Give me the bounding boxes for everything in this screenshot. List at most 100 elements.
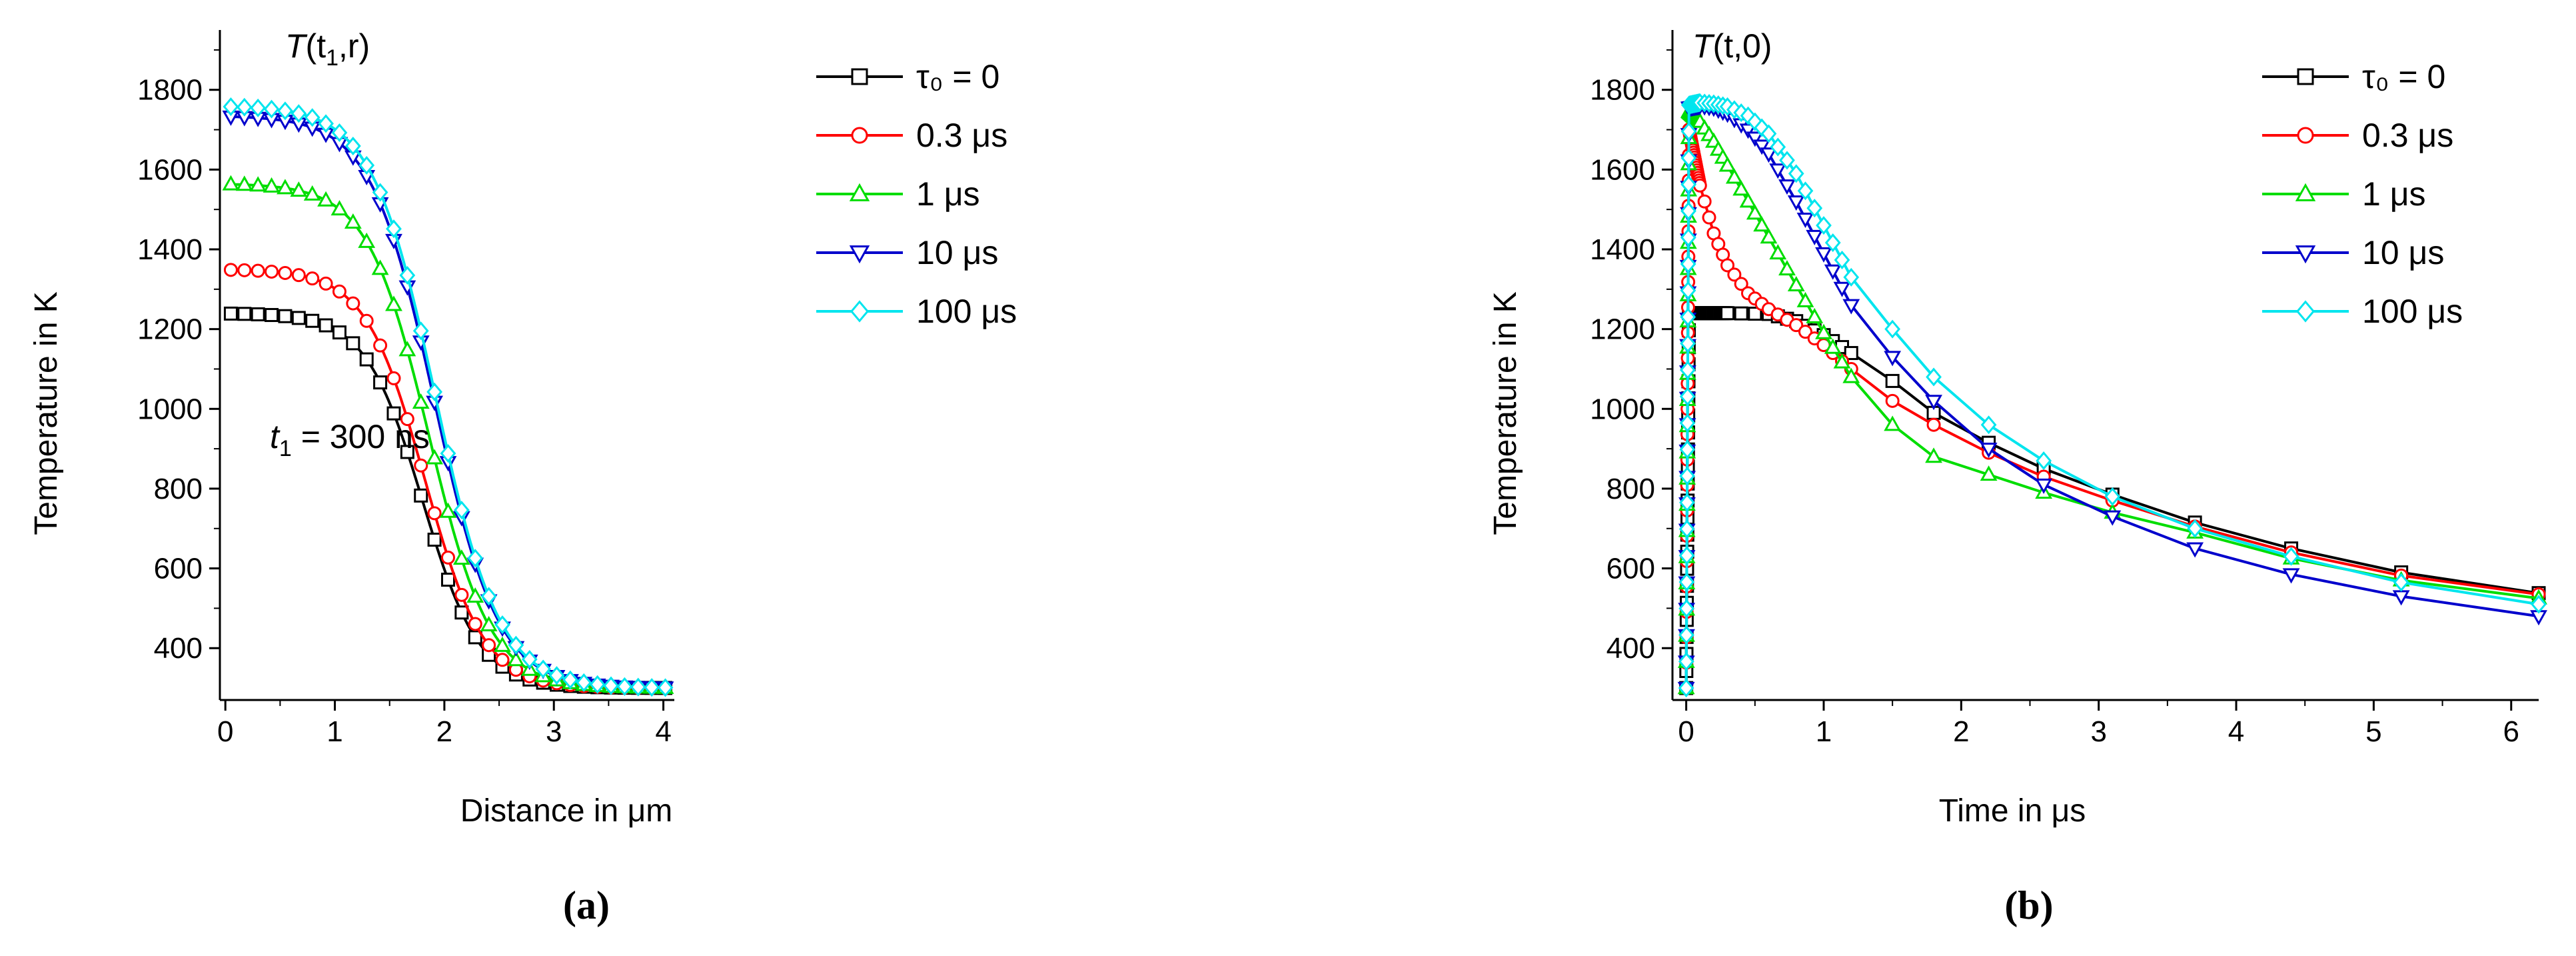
panel-b-data-point <box>1678 625 1694 645</box>
panel-a-data-point <box>398 341 416 357</box>
panel-b-legend-item: 10 μs <box>2262 234 2444 271</box>
panel-a-data-point <box>278 309 293 323</box>
panel-a-legend-item: 10 μs <box>816 234 998 271</box>
panel-b-data-point <box>1680 175 1697 194</box>
panel-b-data-point <box>2283 547 2299 566</box>
panel-a-x-tick-label: 0 <box>217 715 233 748</box>
panel-b-data-point <box>1760 147 1778 163</box>
panel-b-data-point <box>1718 156 1736 172</box>
panel-b-data-point <box>1746 131 1764 147</box>
panel-a-data-point <box>412 393 430 409</box>
panel-a-data-point <box>480 615 498 631</box>
panel-a-chart: 400 600 800 1000 1200 1400 1600 1800 0 1 2 3 4 Dista… <box>29 27 1017 927</box>
panel-a-data-point <box>373 375 388 390</box>
panel-b-data-point <box>1796 213 1814 229</box>
panel-b-corner-title: T(t,0) <box>1692 27 1772 65</box>
panel-b-legend-label: 1 μs <box>2362 175 2426 213</box>
panel-b-data-point <box>1834 250 1850 269</box>
panel-b-x-tick-label: 1 <box>1816 715 1832 748</box>
panel-a-data-point <box>427 532 442 547</box>
panel-a-y-tick-label: 1000 <box>137 393 203 425</box>
panel-a-legend-item: 0.3 μs <box>816 117 1007 154</box>
panel-a-data-point <box>251 307 265 321</box>
panel-b-data-point <box>1679 466 1696 486</box>
panel-b-x-tick-label: 2 <box>1953 715 1969 748</box>
panel-a-data-point <box>440 550 455 565</box>
panel-a-legend-marker <box>850 300 870 323</box>
panel-b-data-point <box>1678 679 1694 698</box>
panel-b-legend-marker <box>2297 68 2314 85</box>
panel-b-chart: 400 600 800 1000 1200 1400 1600 1800 0 1 2 3 4 5 6 Tim… <box>1488 27 2547 927</box>
panel-a-data-point <box>508 635 524 655</box>
panel-a-data-point <box>480 587 497 606</box>
panel-b-y-tick-label: 600 <box>1607 553 1655 585</box>
panel-b-data-point <box>2187 519 2203 538</box>
panel-b-data-point <box>1816 216 1832 235</box>
panel-a-data-point <box>235 175 253 191</box>
panel-b-data-point <box>1727 267 1742 282</box>
panel-a-data-point <box>372 183 388 202</box>
panel-a-y-tick-label: 800 <box>154 473 203 505</box>
panel-a-data-point <box>440 444 456 463</box>
panel-a-data-point <box>263 99 280 119</box>
panel-b-data-point <box>1806 229 1824 245</box>
panel-a-y-tick-label: 400 <box>154 632 203 665</box>
panel-b-data-point <box>1980 442 1998 458</box>
panel-b-data-point <box>1778 179 1796 195</box>
panel-b-data-point <box>1769 244 1787 260</box>
panel-b-y-tick-label: 1600 <box>1590 153 1655 186</box>
panel-b-legend: τ₀ = 0 0.3 μs 1 μs 10 μs 100 μs <box>2262 58 2463 330</box>
panel-b-data-point <box>1885 393 1900 408</box>
panel-a-legend-item: τ₀ = 0 <box>816 58 999 95</box>
panel-b-data-point <box>1925 447 1942 463</box>
panel-b-data-point <box>1806 307 1824 323</box>
panel-a-series-line <box>231 115 667 689</box>
panel-a-data-point <box>400 445 414 459</box>
panel-b-data-point <box>1679 413 1696 433</box>
panel-b-data-point <box>1815 323 1832 339</box>
panel-a-legend-marker <box>851 68 868 85</box>
panel-b-data-point <box>1680 307 1696 327</box>
panel-a-data-point <box>223 263 238 277</box>
panel-a-data-point <box>494 615 510 635</box>
panel-b-data-point <box>1797 181 1814 201</box>
panel-b-data-point <box>1680 360 1696 380</box>
panel-a-x-tick-label: 2 <box>436 715 452 748</box>
panel-a-y-axis-label: Temperature in K <box>29 291 64 535</box>
panel-a-data-point <box>521 649 538 669</box>
panel-a-data-point <box>630 677 646 697</box>
panel-a-data-point <box>467 549 484 568</box>
panel-a-data-point <box>249 176 267 192</box>
panel-b-data-point <box>1806 199 1823 218</box>
panel-a-data-point <box>223 306 238 321</box>
panel-b-legend-marker <box>2297 127 2314 144</box>
panel-a-data-point <box>332 284 346 299</box>
panel-a-data-point <box>291 268 306 283</box>
panel-a-legend-marker <box>849 245 870 264</box>
panel-a-data-point <box>317 191 334 207</box>
panel-a-data-point <box>414 488 428 503</box>
panel-b-data-point <box>1678 519 1695 539</box>
panel-b-data-point <box>1725 168 1743 184</box>
panel-a-data-point <box>331 123 348 143</box>
panel-b-data-point <box>1679 440 1696 459</box>
panel-a-data-point <box>265 264 279 279</box>
panel-b-data-point <box>1926 417 1941 432</box>
panel-b-data-point <box>1760 228 1778 244</box>
panel-a-data-point <box>223 97 239 117</box>
panel-b-data-point <box>1824 338 1842 354</box>
panel-b-x-tick-label: 6 <box>2503 715 2519 748</box>
panel-a-data-point <box>250 98 267 117</box>
panel-b-data-point <box>1796 291 1814 307</box>
panel-b-data-point <box>1680 201 1696 221</box>
panel-a-data-point <box>454 605 469 620</box>
panel-a-data-point <box>303 185 321 201</box>
panel-a-series-line <box>231 312 667 689</box>
panel-b-data-point <box>1720 306 1735 321</box>
panel-b-data-point <box>1884 319 1901 339</box>
panel-a-legend-label: 10 μs <box>916 234 998 271</box>
panel-b-legend-item: τ₀ = 0 <box>2262 58 2445 95</box>
panel-b-y-tick-label: 1000 <box>1590 393 1655 425</box>
panel-b-x-tick-label: 4 <box>2228 715 2244 748</box>
panel-a-data-point <box>427 506 442 521</box>
